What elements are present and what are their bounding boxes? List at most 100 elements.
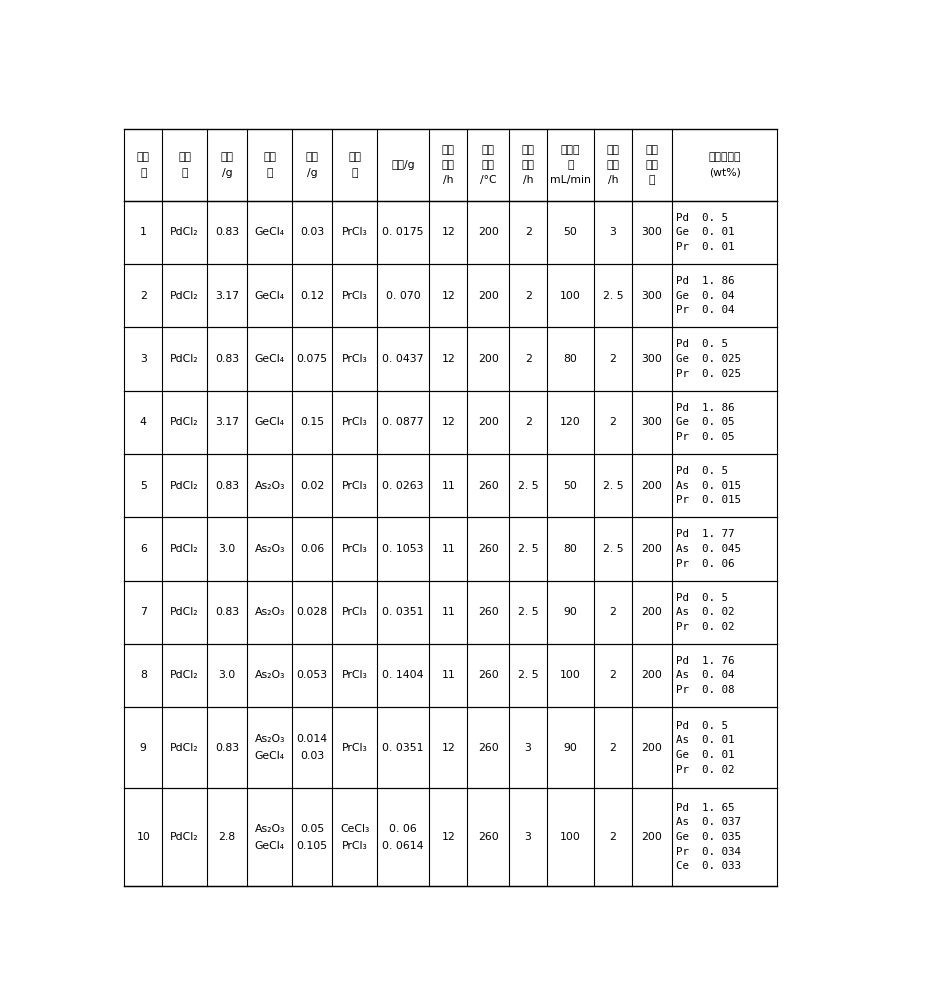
Text: As  0. 04: As 0. 04 [676,670,734,680]
Text: PdCl₂: PdCl₂ [170,417,198,427]
Text: 12: 12 [441,354,455,364]
Text: 300: 300 [641,291,662,301]
Text: PrCl₃: PrCl₃ [342,841,367,851]
Text: PrCl₃: PrCl₃ [342,544,367,554]
Text: 2. 5: 2. 5 [602,544,622,554]
Text: Ge  0. 05: Ge 0. 05 [676,417,734,427]
Text: 2: 2 [609,832,616,842]
Text: As  0. 02: As 0. 02 [676,607,734,617]
Text: As₂O₃: As₂O₃ [255,481,285,491]
Text: 2.8: 2.8 [218,832,236,842]
Text: 3.17: 3.17 [215,417,239,427]
Text: Pd  1. 86: Pd 1. 86 [676,276,734,286]
Text: 200: 200 [477,227,498,237]
Text: 8: 8 [139,670,147,680]
Text: 0.83: 0.83 [215,354,239,364]
Text: GeCl₄: GeCl₄ [255,417,285,427]
Text: 260: 260 [477,670,498,680]
Text: /h: /h [443,175,453,185]
Text: 三: 三 [351,168,358,178]
Text: 2: 2 [524,417,531,427]
Text: PrCl₃: PrCl₃ [342,227,367,237]
Text: 氢气流: 氢气流 [561,145,579,155]
Text: 2: 2 [609,743,616,753]
Text: As  0. 01: As 0. 01 [676,735,734,745]
Text: 2: 2 [609,417,616,427]
Text: 0.05: 0.05 [300,824,324,834]
Text: 3: 3 [609,227,616,237]
Text: 0.075: 0.075 [296,354,328,364]
Text: 260: 260 [477,481,498,491]
Text: 3.0: 3.0 [218,544,236,554]
Text: 100: 100 [560,670,580,680]
Text: 260: 260 [477,832,498,842]
Text: PrCl₃: PrCl₃ [342,670,367,680]
Text: 100: 100 [560,291,580,301]
Text: Pr  0. 04: Pr 0. 04 [676,305,734,315]
Text: 1: 1 [139,227,147,237]
Text: 2. 5: 2. 5 [518,481,538,491]
Text: 3: 3 [524,743,531,753]
Text: As₂O₃: As₂O₃ [255,824,285,834]
Text: Pd  1. 77: Pd 1. 77 [676,529,734,539]
Text: As  0. 045: As 0. 045 [676,544,740,554]
Text: 7: 7 [139,607,147,617]
Text: 2. 5: 2. 5 [518,544,538,554]
Text: 11: 11 [441,481,455,491]
Text: 2: 2 [609,354,616,364]
Text: 90: 90 [563,743,577,753]
Text: As₂O₃: As₂O₃ [255,670,285,680]
Text: 0.83: 0.83 [215,481,239,491]
Text: PrCl₃: PrCl₃ [342,291,367,301]
Text: 0.105: 0.105 [296,841,328,851]
Text: 200: 200 [477,354,498,364]
Text: Pr  0. 06: Pr 0. 06 [676,559,734,569]
Text: PdCl₂: PdCl₂ [170,227,198,237]
Text: 0.83: 0.83 [215,227,239,237]
Text: PrCl₃: PrCl₃ [342,354,367,364]
Text: 载体: 载体 [645,145,658,155]
Text: 80: 80 [563,544,577,554]
Text: 0. 0614: 0. 0614 [382,841,423,851]
Text: 组分: 组分 [178,152,191,162]
Text: 4: 4 [139,417,147,427]
Text: 0. 0263: 0. 0263 [382,481,423,491]
Text: Ce  0. 033: Ce 0. 033 [676,861,740,871]
Text: 0. 070: 0. 070 [386,291,420,301]
Text: /h: /h [522,175,533,185]
Text: 例: 例 [139,168,146,178]
Text: 0.12: 0.12 [300,291,324,301]
Text: PdCl₂: PdCl₂ [170,607,198,617]
Text: 0.028: 0.028 [296,607,328,617]
Text: Pr  0. 05: Pr 0. 05 [676,432,734,442]
Text: 200: 200 [477,417,498,427]
Text: As  0. 015: As 0. 015 [676,481,740,491]
Text: 260: 260 [477,607,498,617]
Text: Pd  0. 5: Pd 0. 5 [676,466,727,476]
Text: 2: 2 [139,291,147,301]
Text: GeCl₄: GeCl₄ [255,291,285,301]
Text: Ge  0. 01: Ge 0. 01 [676,227,734,237]
Text: 11: 11 [441,607,455,617]
Text: 260: 260 [477,743,498,753]
Text: GeCl₄: GeCl₄ [255,751,285,761]
Text: 时间: 时间 [441,160,454,170]
Text: As₂O₃: As₂O₃ [255,607,285,617]
Text: 0. 0877: 0. 0877 [382,417,423,427]
Text: 2: 2 [524,291,531,301]
Text: 120: 120 [560,417,580,427]
Text: 2: 2 [609,607,616,617]
Text: 0.15: 0.15 [300,417,324,427]
Text: 焙烧: 焙烧 [481,145,494,155]
Text: Ge  0. 025: Ge 0. 025 [676,354,740,364]
Text: /g: /g [222,168,232,178]
Text: 300: 300 [641,227,662,237]
Text: 0.053: 0.053 [296,670,328,680]
Text: Pr  0. 025: Pr 0. 025 [676,369,740,379]
Text: PdCl₂: PdCl₂ [170,832,198,842]
Text: 200: 200 [641,832,662,842]
Text: 2. 5: 2. 5 [518,607,538,617]
Text: 50: 50 [563,227,577,237]
Text: PdCl₂: PdCl₂ [170,670,198,680]
Text: 11: 11 [441,670,455,680]
